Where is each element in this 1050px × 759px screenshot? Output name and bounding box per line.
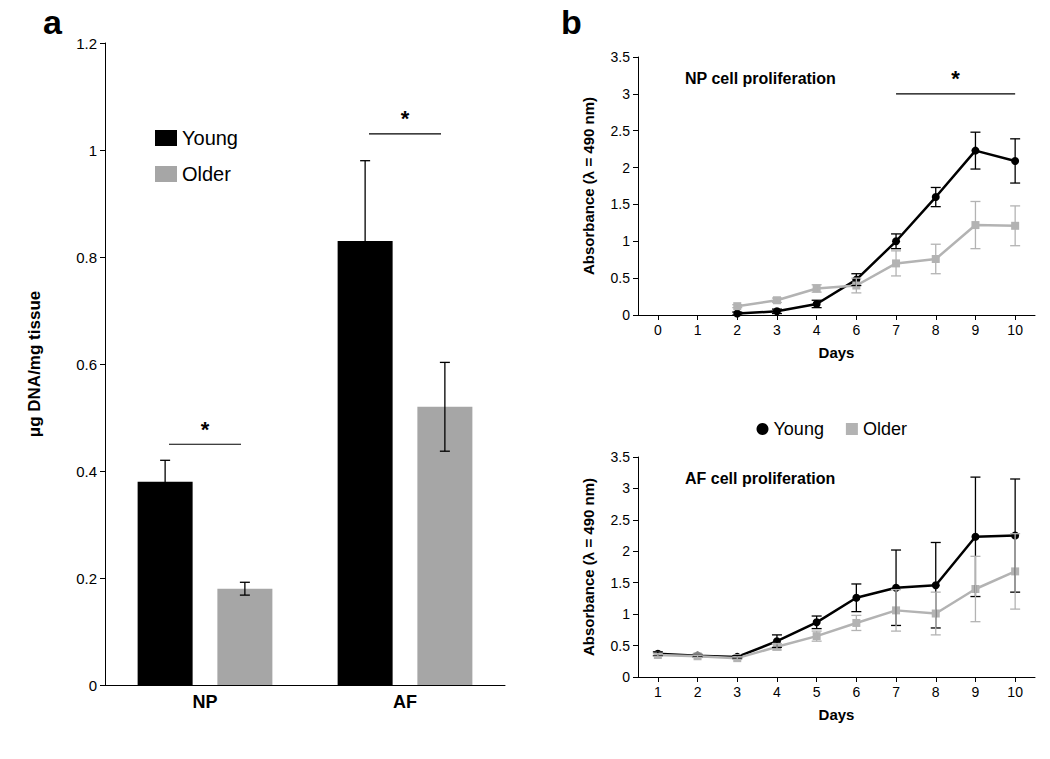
svg-text:0.4: 0.4 [76,463,97,480]
svg-text:0: 0 [622,669,630,685]
svg-text:Absorbance (λ = 490 nm): Absorbance (λ = 490 nm) [580,97,597,275]
svg-text:6: 6 [852,684,860,700]
svg-text:1.5: 1.5 [611,196,631,212]
svg-text:0.5: 0.5 [611,270,631,286]
svg-text:3.5: 3.5 [611,49,631,65]
svg-text:2: 2 [694,684,702,700]
svg-text:AF cell proliferation: AF cell proliferation [685,470,835,487]
svg-text:2.5: 2.5 [611,512,631,528]
svg-text:3.5: 3.5 [611,449,631,465]
svg-text:0.6: 0.6 [76,356,97,373]
svg-text:Days: Days [819,706,855,723]
svg-text:μg DNA/mg tissue: μg DNA/mg tissue [25,291,44,437]
svg-text:8: 8 [932,322,940,338]
svg-text:1: 1 [622,233,630,249]
svg-text:5: 5 [813,684,821,700]
svg-text:b: b [561,3,582,41]
svg-text:1.2: 1.2 [76,35,97,52]
svg-text:1: 1 [622,606,630,622]
svg-text:1: 1 [89,142,97,159]
svg-text:Young: Young [182,127,238,149]
svg-text:0.2: 0.2 [76,570,97,587]
svg-text:Older: Older [863,419,907,439]
svg-text:0.8: 0.8 [76,249,97,266]
svg-text:7: 7 [892,322,900,338]
svg-text:3: 3 [773,322,781,338]
svg-text:1.5: 1.5 [611,575,631,591]
svg-text:2.5: 2.5 [611,123,631,139]
svg-text:Young: Young [774,419,824,439]
svg-text:*: * [951,66,960,91]
svg-text:10: 10 [1007,322,1023,338]
svg-text:3: 3 [622,480,630,496]
svg-text:0: 0 [89,677,97,694]
svg-text:1: 1 [694,322,702,338]
svg-text:*: * [201,417,210,442]
svg-text:8: 8 [932,684,940,700]
svg-text:*: * [401,106,410,131]
svg-text:6: 6 [852,322,860,338]
svg-text:7: 7 [892,684,900,700]
svg-text:2: 2 [733,322,741,338]
svg-text:0.5: 0.5 [611,638,631,654]
svg-text:9: 9 [972,684,980,700]
svg-text:AF: AF [393,692,417,712]
svg-text:3: 3 [733,684,741,700]
svg-text:Days: Days [819,344,855,361]
svg-text:10: 10 [1007,684,1023,700]
svg-text:9: 9 [972,322,980,338]
svg-text:3: 3 [622,86,630,102]
svg-text:NP cell proliferation: NP cell proliferation [685,70,836,87]
svg-text:2: 2 [622,543,630,559]
svg-text:Older: Older [182,163,231,185]
svg-text:Absorbance (λ = 490 nm): Absorbance (λ = 490 nm) [580,478,597,656]
svg-text:2: 2 [622,160,630,176]
svg-text:0: 0 [622,307,630,323]
svg-text:4: 4 [813,322,821,338]
svg-text:0: 0 [654,322,662,338]
svg-text:4: 4 [773,684,781,700]
svg-text:1: 1 [654,684,662,700]
svg-text:a: a [43,3,63,41]
svg-text:NP: NP [192,692,217,712]
